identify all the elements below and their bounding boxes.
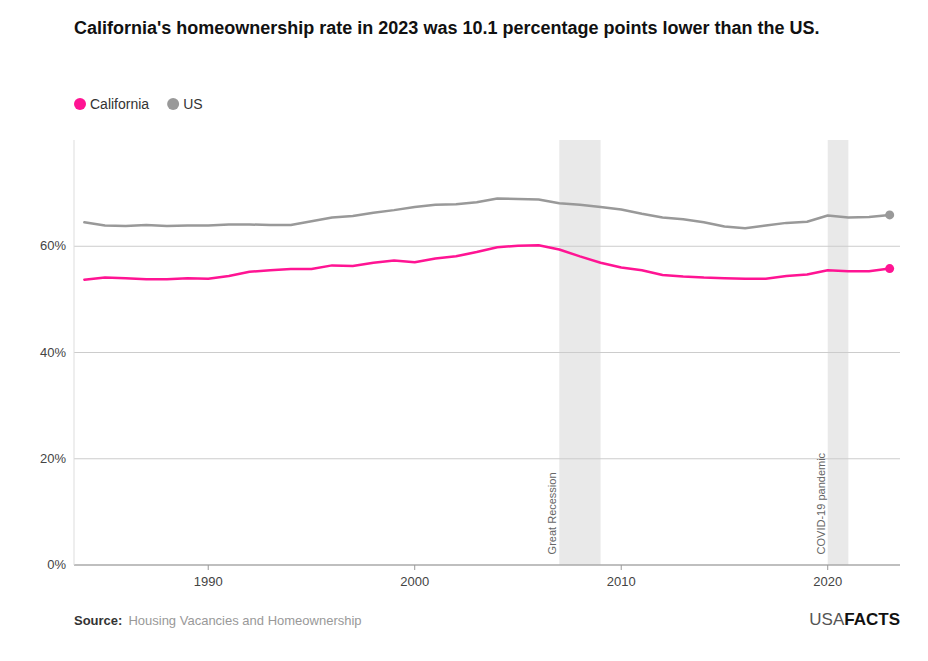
- title-line: California's homeownership rate in 2023 …: [74, 18, 820, 38]
- y-tick-label: 40%: [40, 345, 66, 360]
- legend-swatch: [167, 98, 179, 110]
- grid-line: [74, 246, 900, 247]
- x-tick: [208, 565, 209, 570]
- series-line: [84, 245, 889, 280]
- y-tick-label: 20%: [40, 451, 66, 466]
- x-tick-label: 2020: [813, 574, 842, 589]
- credit: USAFACTS: [809, 610, 900, 629]
- grid-line: [74, 352, 900, 353]
- x-tick-label: 1990: [194, 574, 223, 589]
- x-tick: [827, 565, 828, 570]
- chart: California's homeownership rate in 2023 …: [0, 0, 928, 661]
- source: Source: Housing Vacancies and Homeownersh…: [74, 613, 362, 628]
- x-axis-line: [74, 565, 900, 566]
- y-tick-label: 0%: [47, 557, 66, 572]
- x-axis: 1990 2000 2010 2020: [194, 565, 842, 589]
- series-line: [84, 198, 889, 228]
- x-tick: [621, 565, 622, 570]
- grid-line: [74, 565, 900, 566]
- annotation: Great Recession: [546, 472, 558, 554]
- credit-part: USA: [809, 610, 845, 629]
- x-tick: [414, 565, 415, 570]
- x-tick-label: 2000: [400, 574, 429, 589]
- y-axis: 0% 20% 40% 60%: [40, 238, 900, 572]
- legend-label: California: [90, 96, 149, 112]
- legend-swatch: [74, 98, 86, 110]
- background: [0, 0, 928, 661]
- y-tick-label: 60%: [40, 238, 66, 253]
- y-axis-line: [74, 140, 75, 565]
- grid-line: [74, 458, 900, 459]
- lines: [84, 198, 894, 279]
- annotation: COVID-19 pandemic: [815, 452, 827, 554]
- end-marker: [885, 264, 894, 273]
- title: California's homeownership rate in 2023 …: [74, 18, 820, 38]
- legend-item: US: [167, 96, 202, 112]
- x-tick-label: 2010: [607, 574, 636, 589]
- credit-part: FACTS: [844, 610, 900, 629]
- legend: California US: [74, 96, 203, 112]
- legend-label: US: [183, 96, 202, 112]
- source-text: Housing Vacancies and Homeownership: [128, 613, 361, 628]
- legend-item: California: [74, 96, 149, 112]
- source-label: Source:: [74, 613, 122, 628]
- end-marker: [885, 210, 894, 219]
